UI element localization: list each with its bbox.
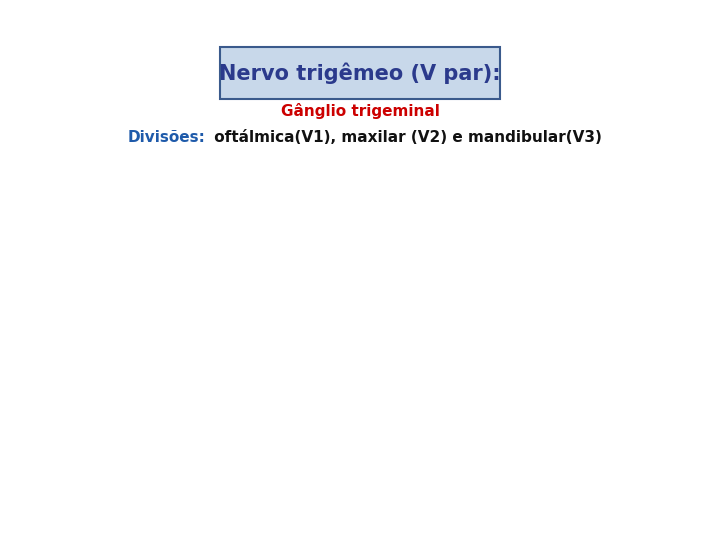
Text: Nervo trigêmeo (V par):: Nervo trigêmeo (V par): [219, 62, 501, 84]
FancyBboxPatch shape [220, 47, 500, 98]
Text: oftálmica(V1), maxilar (V2) e mandibular(V3): oftálmica(V1), maxilar (V2) e mandibular… [209, 130, 602, 145]
Text: Gânglio trigeminal: Gânglio trigeminal [281, 103, 439, 119]
Text: Divisões:: Divisões: [127, 130, 205, 145]
